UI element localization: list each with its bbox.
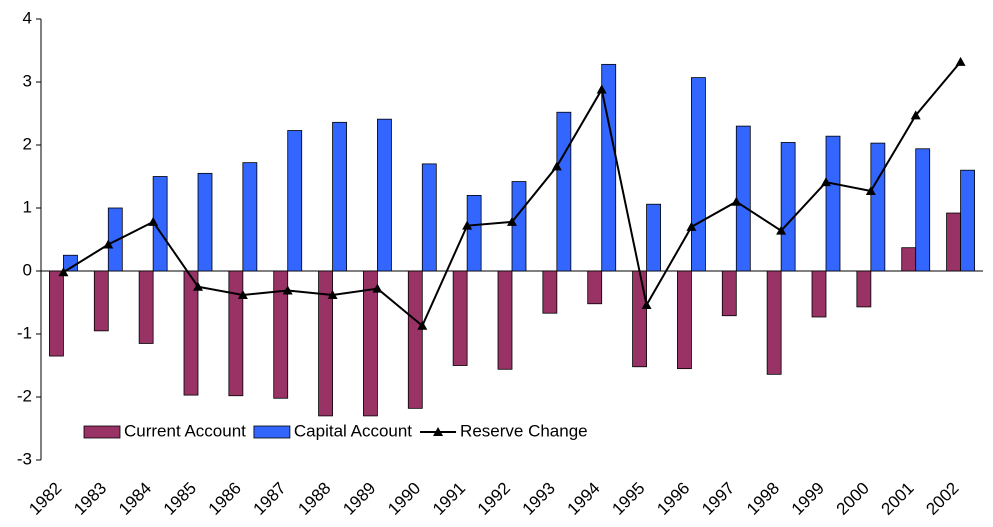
bar xyxy=(466,194,482,272)
marker xyxy=(148,216,159,226)
marker xyxy=(551,161,562,171)
bar xyxy=(811,270,827,318)
bar xyxy=(377,118,392,272)
x-tick-label: 1987 xyxy=(250,479,290,519)
x-tick-label: 1994 xyxy=(564,479,604,519)
y-tick-label: 2 xyxy=(23,134,32,153)
x-tick-label: 2001 xyxy=(878,479,918,519)
legend-box xyxy=(78,418,738,446)
marker xyxy=(237,289,248,299)
marker xyxy=(641,300,652,310)
bar xyxy=(332,121,347,272)
bar xyxy=(407,270,423,409)
marker xyxy=(417,320,428,330)
bar xyxy=(107,207,123,272)
bar xyxy=(946,212,961,272)
x-tick-label: 1996 xyxy=(653,479,693,519)
bar xyxy=(856,270,872,308)
bar xyxy=(901,247,917,272)
bar xyxy=(183,270,199,396)
x-tick-label: 1985 xyxy=(160,479,200,519)
marker xyxy=(731,196,742,206)
x-tick-label: 1995 xyxy=(608,479,648,519)
marker xyxy=(596,84,607,94)
marker xyxy=(776,225,787,235)
marker xyxy=(372,283,383,293)
x-tick-label: 1982 xyxy=(25,479,65,519)
bar xyxy=(556,111,572,272)
legend: Current Account Capital Account Reserve Ch… xyxy=(78,418,738,446)
bar xyxy=(780,142,796,272)
x-tick-label: 1997 xyxy=(698,479,738,519)
x-tick-label: 2002 xyxy=(922,479,962,519)
x-tick-label: 1993 xyxy=(519,479,559,519)
bar xyxy=(677,270,692,370)
marker xyxy=(58,267,69,277)
bar xyxy=(721,270,737,317)
marker xyxy=(865,185,876,195)
x-tick-label: 1984 xyxy=(115,479,155,519)
x-tick-label: 1988 xyxy=(294,479,334,519)
legend-swatch xyxy=(83,425,121,439)
marker xyxy=(103,239,114,249)
bar xyxy=(542,270,558,314)
bar xyxy=(691,77,706,272)
bar xyxy=(632,270,647,368)
bar xyxy=(587,270,603,305)
marker xyxy=(910,110,921,120)
legend-label: Reserve Change xyxy=(460,421,588,440)
y-tick-label: 1 xyxy=(23,197,32,216)
x-tick-label: 1999 xyxy=(788,479,828,519)
x-tick-label: 1989 xyxy=(339,479,379,519)
x-tick-label: 2000 xyxy=(833,479,873,519)
bar xyxy=(915,148,931,272)
y-tick-label: 4 xyxy=(23,8,32,27)
bar xyxy=(287,130,303,272)
marker xyxy=(327,289,338,299)
bar xyxy=(421,163,437,272)
bar xyxy=(93,270,109,332)
y-tick-label: -1 xyxy=(17,323,32,342)
legend-swatch xyxy=(433,427,444,436)
marker xyxy=(193,281,203,291)
marker xyxy=(462,220,473,230)
bar xyxy=(452,270,468,366)
bar xyxy=(363,270,378,417)
bar xyxy=(511,181,527,272)
bar xyxy=(49,270,64,357)
x-tick-label: 1983 xyxy=(70,479,110,519)
bar xyxy=(870,142,886,272)
bar xyxy=(242,162,258,272)
bar xyxy=(273,270,289,399)
bar xyxy=(735,125,751,272)
y-tick-label: 3 xyxy=(23,71,32,90)
x-tick-label: 1990 xyxy=(384,479,424,519)
x-tick-label: 1991 xyxy=(429,479,469,519)
marker xyxy=(821,177,831,187)
bar xyxy=(601,63,617,272)
y-tick-label: -3 xyxy=(17,449,32,468)
bar xyxy=(197,172,213,272)
x-tick-label: 1992 xyxy=(474,479,514,519)
bar xyxy=(825,135,841,272)
bar xyxy=(138,270,154,344)
bar xyxy=(646,203,661,272)
legend-label: Capital Account xyxy=(294,421,412,440)
bar xyxy=(318,270,333,417)
marker xyxy=(282,285,293,295)
y-tick-label: -2 xyxy=(17,386,32,405)
legend-label: Current Account xyxy=(124,421,246,440)
marker xyxy=(955,56,966,66)
bar xyxy=(497,270,513,370)
marker xyxy=(686,221,697,231)
bar xyxy=(766,270,782,375)
x-tick-label: 1998 xyxy=(743,479,783,519)
bar xyxy=(960,169,975,272)
legend-swatch xyxy=(253,425,291,439)
y-tick-label: 0 xyxy=(23,260,32,279)
bar xyxy=(228,270,244,397)
marker xyxy=(507,216,517,226)
x-tick-label: 1986 xyxy=(205,479,245,519)
